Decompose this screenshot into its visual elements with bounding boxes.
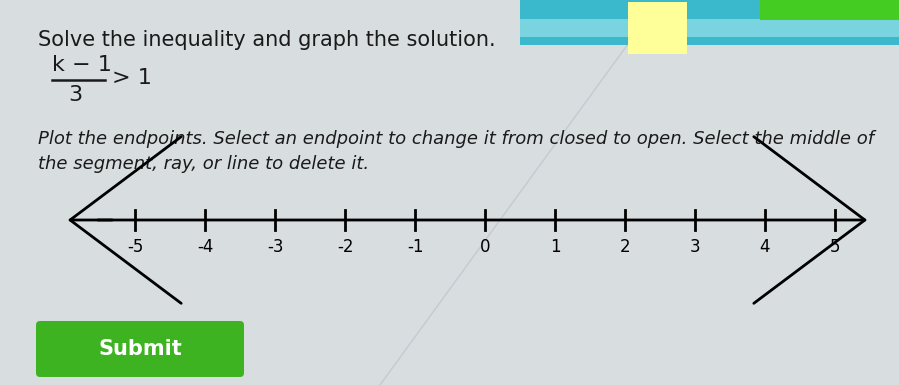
Text: 3: 3 [68,85,82,105]
Bar [520,19,899,37]
Text: 4: 4 [760,238,770,256]
Text: -2: -2 [337,238,353,256]
Text: the segment, ray, or line to delete it.: the segment, ray, or line to delete it. [38,155,369,173]
Text: 1: 1 [549,238,560,256]
Text: Solve the inequality and graph the solution.: Solve the inequality and graph the solut… [38,30,495,50]
Text: 3: 3 [690,238,700,256]
Text: 0: 0 [480,238,490,256]
Text: 5: 5 [830,238,841,256]
Text: > 1: > 1 [112,68,152,88]
Text: -4: -4 [197,238,213,256]
Text: -5: -5 [127,238,143,256]
Bar [760,0,899,20]
Bar [520,0,899,45]
Text: k − 1: k − 1 [52,55,111,75]
Text: -3: -3 [267,238,283,256]
Text: Submit: Submit [98,339,182,359]
FancyBboxPatch shape [36,321,244,377]
Text: -1: -1 [406,238,423,256]
Text: Plot the endpoints. Select an endpoint to change it from closed to open. Select : Plot the endpoints. Select an endpoint t… [38,130,874,148]
Text: 2: 2 [619,238,630,256]
FancyBboxPatch shape [628,2,687,54]
